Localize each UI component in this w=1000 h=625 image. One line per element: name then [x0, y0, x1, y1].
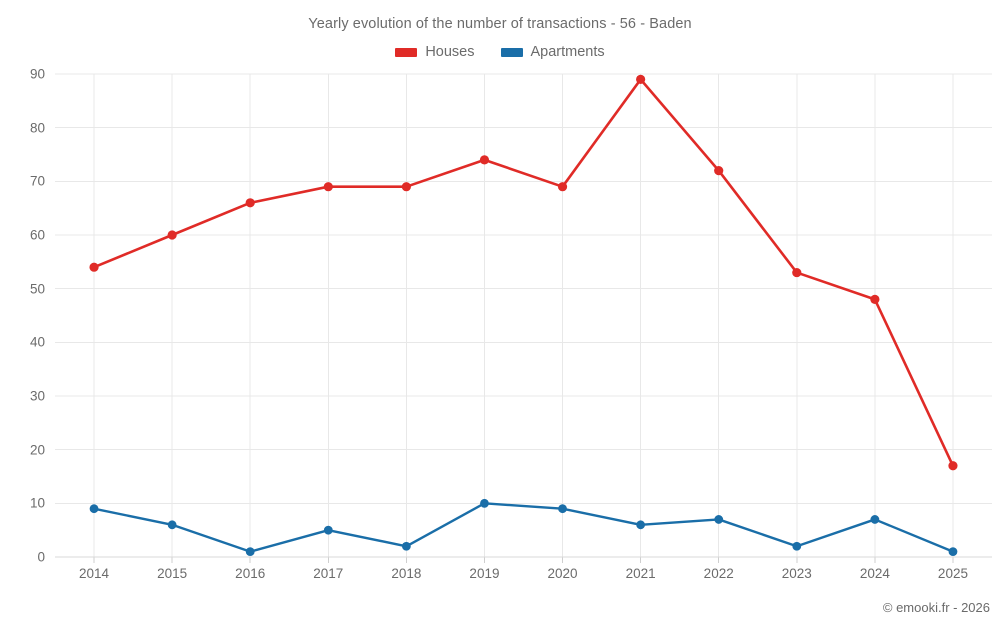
x-axis-tick-label: 2025: [937, 566, 968, 581]
plot-svg: [55, 73, 992, 563]
data-point-houses[interactable]: [948, 461, 958, 471]
legend-swatch-houses: [395, 47, 418, 57]
y-axis-tick-label: 20: [29, 442, 45, 458]
data-point-apartments[interactable]: [89, 504, 99, 514]
x-axis-tick-label: 2022: [703, 566, 734, 581]
y-axis-tick-label: 90: [29, 66, 45, 82]
y-axis-tick-label: 40: [29, 334, 45, 350]
data-point-houses[interactable]: [401, 182, 411, 192]
series-line-apartments: [92, 502, 955, 553]
legend-label-apartments: Apartments: [530, 44, 605, 60]
x-axis-tick-label: 2016: [235, 566, 266, 581]
data-point-apartments[interactable]: [558, 504, 567, 514]
data-point-houses[interactable]: [479, 155, 490, 165]
data-point-apartments[interactable]: [792, 541, 802, 551]
data-point-apartments[interactable]: [636, 520, 646, 530]
legend-item-apartments[interactable]: Apartments: [500, 44, 605, 60]
data-point-houses[interactable]: [714, 166, 724, 176]
data-point-apartments[interactable]: [167, 520, 177, 530]
legend-item-houses[interactable]: Houses: [395, 44, 475, 60]
x-axis-tick-label: 2021: [625, 566, 656, 581]
x-axis-tick-label: 2023: [781, 566, 812, 581]
data-point-houses[interactable]: [323, 182, 333, 192]
y-axis-tick-label: 70: [29, 173, 45, 189]
data-point-houses[interactable]: [636, 74, 646, 84]
x-axis-tick-label: 2018: [391, 566, 422, 581]
x-axis-tick-label: 2014: [79, 566, 110, 581]
footer-credit: © emooki.fr - 2026: [882, 600, 990, 615]
data-point-houses[interactable]: [89, 262, 99, 272]
x-axis-tick-label: 2015: [157, 566, 188, 581]
data-point-apartments[interactable]: [480, 498, 489, 508]
y-axis-tick-label: 30: [29, 388, 45, 404]
chart-title: Yearly evolution of the number of transa…: [308, 16, 692, 32]
x-axis-tick-label: 2020: [547, 566, 578, 581]
data-point-apartments[interactable]: [870, 515, 880, 524]
legend-swatch-apartments: [500, 47, 523, 57]
data-point-apartments[interactable]: [948, 547, 958, 557]
data-point-apartments[interactable]: [323, 525, 333, 535]
x-axis-tick-label: 2017: [313, 566, 344, 581]
data-point-houses[interactable]: [870, 294, 880, 304]
series-line-houses: [92, 78, 955, 468]
y-axis-tick-label: 10: [29, 495, 45, 511]
y-axis-tick-label: 0: [37, 549, 45, 565]
x-axis-tick-label: 2019: [469, 566, 500, 581]
data-point-houses[interactable]: [167, 230, 177, 240]
x-axis-tick-label: 2024: [859, 566, 890, 581]
plot-area: [55, 73, 992, 563]
y-axis-tick-label: 60: [29, 227, 45, 243]
data-point-houses[interactable]: [245, 198, 255, 208]
data-point-apartments[interactable]: [401, 541, 411, 551]
chart-legend: Houses Apartments: [0, 44, 1000, 60]
data-point-apartments[interactable]: [714, 515, 724, 524]
legend-label-houses: Houses: [425, 44, 475, 60]
data-point-houses[interactable]: [792, 267, 802, 278]
data-point-houses[interactable]: [557, 182, 568, 192]
y-axis-tick-label: 50: [29, 281, 45, 297]
data-point-apartments[interactable]: [245, 547, 255, 557]
y-axis-tick-label: 80: [29, 120, 45, 136]
